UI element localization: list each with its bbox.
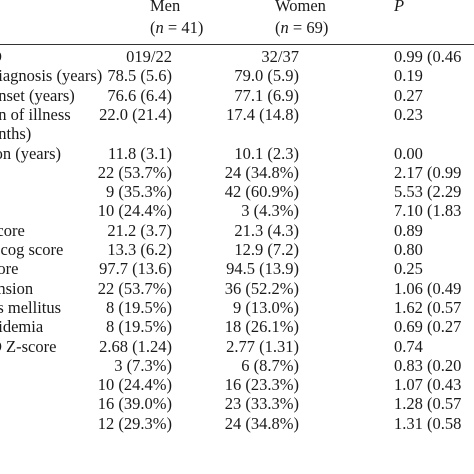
women-value: 24 (34.8%) bbox=[224, 162, 299, 182]
table-row: score 21.2 (3.7) 21.3 (4.3) 0.89 bbox=[0, 221, 474, 240]
women-value: 42 (60.9%) bbox=[224, 182, 299, 202]
header-women-n: (n = 69) bbox=[275, 18, 329, 37]
row-label: D bbox=[0, 47, 2, 66]
table-row: pidemia 8 (19.5%) 18 (26.1%) 0.69 (0.27 bbox=[0, 317, 474, 336]
table-row: J cog score 13.3 (6.2) 12.9 (7.2) 0.80 bbox=[0, 240, 474, 259]
men-value: 22 (53.7%) bbox=[97, 162, 172, 182]
header-men: Men bbox=[150, 0, 181, 15]
row-label: diagnosis (years) bbox=[0, 66, 103, 86]
row-label: ension bbox=[0, 278, 34, 298]
p-value: 0.23 bbox=[394, 104, 423, 124]
row-label: on of illness bbox=[0, 104, 71, 124]
p-value: 0.27 bbox=[394, 85, 423, 105]
women-value: 77.1 (6.9) bbox=[234, 85, 299, 105]
row-label: J cog score bbox=[0, 240, 64, 259]
table-row: ension 22 (53.7%) 36 (52.2%) 1.06 (0.49 bbox=[0, 279, 474, 298]
men-value: 76.6 (6.4) bbox=[107, 85, 172, 105]
p-value: 1.62 (0.57 bbox=[394, 297, 462, 317]
p-value: 0.99 (0.46 bbox=[394, 47, 462, 66]
header-men-n: (n = 41) bbox=[150, 18, 204, 37]
table-row: D 019/22 32/37 0.99 (0.46 bbox=[0, 47, 474, 66]
p-value: 7.10 (1.83 bbox=[394, 201, 462, 221]
men-value: 16 (39.0%) bbox=[97, 394, 172, 414]
men-value: 78.5 (5.6) bbox=[107, 66, 172, 86]
p-value: 2.17 (0.99 bbox=[394, 162, 462, 182]
women-value: 9 (13.0%) bbox=[233, 297, 299, 317]
men-value: 8 (19.5%) bbox=[106, 317, 172, 337]
table-row: core 97.7 (13.6) 94.5 (13.9) 0.25 bbox=[0, 259, 474, 278]
header-rule bbox=[0, 44, 474, 45]
men-value: 019/22 bbox=[126, 47, 172, 66]
p-value: 0.83 (0.20 bbox=[394, 355, 462, 375]
men-value: 22.0 (21.4) bbox=[99, 104, 172, 124]
men-value: 13.3 (6.2) bbox=[107, 240, 172, 259]
p-value: 0.69 (0.27 bbox=[394, 317, 462, 337]
header-p: P bbox=[394, 0, 405, 15]
women-value: 3 (4.3%) bbox=[241, 201, 299, 221]
table-row: 3 (7.3%) 6 (8.7%) 0.83 (0.20 bbox=[0, 356, 474, 375]
p-value: 0.89 bbox=[394, 220, 423, 240]
table-row: on of illness 22.0 (21.4) 17.4 (14.8) 0.23 bbox=[0, 105, 474, 124]
men-value: 2.68 (1.24) bbox=[99, 336, 172, 356]
men-value: 10 (24.4%) bbox=[97, 201, 172, 221]
women-value: 16 (23.3%) bbox=[224, 375, 299, 395]
table-row: onths) bbox=[0, 124, 474, 143]
women-value: 79.0 (5.9) bbox=[234, 66, 299, 86]
women-value: 21.3 (4.3) bbox=[234, 220, 299, 240]
men-value: 11.8 (3.1) bbox=[107, 143, 172, 163]
women-value: 12.9 (7.2) bbox=[234, 240, 299, 259]
table-row: es mellitus 8 (19.5%) 9 (13.0%) 1.62 (0.57 bbox=[0, 298, 474, 317]
row-label: es mellitus bbox=[0, 297, 62, 317]
men-value: 10 (24.4%) bbox=[97, 375, 172, 395]
women-value: 18 (26.1%) bbox=[224, 317, 299, 337]
men-value: 97.7 (13.6) bbox=[99, 259, 172, 279]
p-value: 0.80 bbox=[394, 240, 423, 259]
p-value: 1.07 (0.43 bbox=[394, 375, 462, 395]
women-value: 94.5 (13.9) bbox=[226, 259, 299, 279]
table-row: diagnosis (years) 78.5 (5.6) 79.0 (5.9) 0.1… bbox=[0, 66, 474, 85]
p-value: 5.53 (2.29 bbox=[394, 182, 462, 202]
men-value: 22 (53.7%) bbox=[97, 278, 172, 298]
p-value: 1.31 (0.58 bbox=[394, 413, 462, 433]
table-row: ion (years) 11.8 (3.1) 10.1 (2.3) 0.00 bbox=[0, 144, 474, 163]
women-value: 36 (52.2%) bbox=[224, 278, 299, 298]
table-row: D Z-score 2.68 (1.24) 2.77 (1.31) 0.74 bbox=[0, 337, 474, 356]
header-women: Women bbox=[275, 0, 326, 15]
women-value: 6 (8.7%) bbox=[241, 355, 299, 375]
table-row: 10 (24.4%) 16 (23.3%) 1.07 (0.43 bbox=[0, 375, 474, 394]
table-row: 16 (39.0%) 23 (33.3%) 1.28 (0.57 bbox=[0, 394, 474, 413]
table-row: 10 (24.4%) 3 (4.3%) 7.10 (1.83 bbox=[0, 201, 474, 220]
p-value: 1.28 (0.57 bbox=[394, 394, 462, 414]
p-value: 0.00 bbox=[394, 143, 423, 163]
row-label: ion (years) bbox=[0, 143, 62, 163]
row-label: onths) bbox=[0, 124, 32, 144]
men-value: 12 (29.3%) bbox=[97, 413, 172, 433]
women-value: 10.1 (2.3) bbox=[234, 143, 299, 163]
row-label: onset (years) bbox=[0, 85, 75, 105]
p-value: 0.74 bbox=[394, 336, 423, 356]
p-value: 0.25 bbox=[394, 259, 423, 279]
row-label: score bbox=[0, 220, 25, 240]
row-label: pidemia bbox=[0, 317, 44, 337]
p-value: 0.19 bbox=[394, 66, 423, 86]
table-row: 22 (53.7%) 24 (34.8%) 2.17 (0.99 bbox=[0, 163, 474, 182]
men-value: 21.2 (3.7) bbox=[107, 220, 172, 240]
table-row: 12 (29.3%) 24 (34.8%) 1.31 (0.58 bbox=[0, 414, 474, 433]
row-label: D Z-score bbox=[0, 336, 57, 356]
men-value: 3 (7.3%) bbox=[114, 355, 172, 375]
women-value: 24 (34.8%) bbox=[224, 413, 299, 433]
row-label: core bbox=[0, 259, 19, 279]
table-row: onset (years) 76.6 (6.4) 77.1 (6.9) 0.27 bbox=[0, 86, 474, 105]
table-row: 69 (35.3%)42 (60.9%)5.53 (2.29 bbox=[0, 182, 474, 201]
header-men-n-value: 41 bbox=[181, 18, 198, 37]
p-value: 1.06 (0.49 bbox=[394, 278, 462, 298]
women-value: 2.77 (1.31) bbox=[226, 336, 299, 356]
women-value: 17.4 (14.8) bbox=[226, 104, 299, 124]
women-value: 23 (33.3%) bbox=[224, 394, 299, 414]
men-value: 9 (35.3%) bbox=[106, 182, 172, 202]
men-value: 8 (19.5%) bbox=[106, 297, 172, 317]
women-value: 32/37 bbox=[261, 47, 299, 66]
header-women-n-value: 69 bbox=[306, 18, 323, 37]
